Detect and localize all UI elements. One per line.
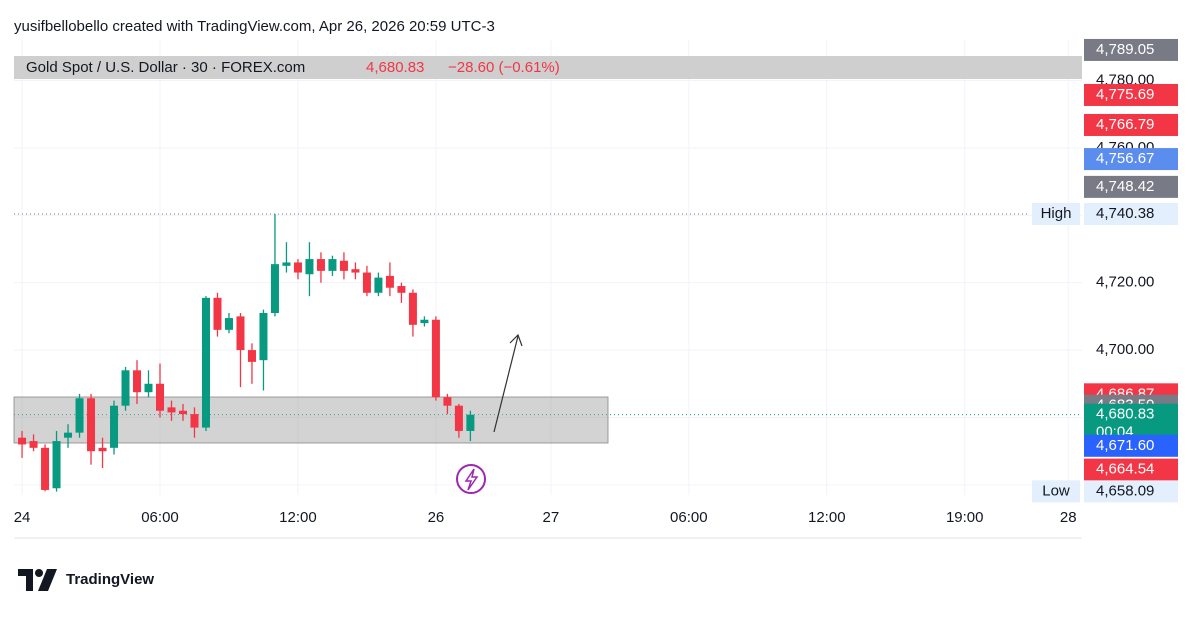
price-badge-label: 4,756.67 [1096, 150, 1154, 167]
price-badge-label: 4,748.42 [1096, 178, 1154, 195]
candle-body [259, 313, 268, 361]
price-badge-label: 4,680.83 [1096, 406, 1154, 423]
x-tick-label: 06:00 [670, 509, 708, 526]
price-badge [1084, 148, 1178, 171]
candle-body [397, 286, 406, 293]
price-badge [1084, 434, 1178, 457]
logo-dot [35, 569, 43, 577]
price-badge [1084, 38, 1178, 61]
candle-body [466, 414, 475, 431]
x-tick-label: 12:00 [279, 509, 317, 526]
tag-badge [1032, 480, 1080, 503]
y-tick-label: 4,720.00 [1096, 274, 1154, 291]
candle-body [236, 316, 245, 351]
x-tick-label: 26 [428, 509, 445, 526]
brand: TradingView [66, 571, 154, 588]
price-badge [1084, 175, 1178, 198]
candle-body [133, 370, 142, 393]
x-tick-label: 27 [543, 509, 560, 526]
tag-label: High [1041, 205, 1072, 222]
candle-body [110, 405, 119, 448]
candle-body [385, 275, 394, 288]
candle-body [351, 269, 360, 273]
candle-body [167, 407, 176, 413]
legend-bar [14, 56, 1082, 79]
candle-body [420, 319, 429, 324]
price-badge-label: 4,775.69 [1096, 86, 1154, 103]
candle-body [64, 432, 73, 438]
last-price: 4,680.83 [366, 59, 424, 76]
candle-body [305, 259, 314, 275]
credit: yusifbellobello created with TradingView… [14, 18, 495, 35]
y-tick-label: 4,700.00 [1096, 341, 1154, 358]
candle-body [362, 272, 371, 293]
price-change: −28.60 (−0.61%) [448, 59, 560, 76]
x-tick-label: 28 [1060, 509, 1077, 526]
candle-body [41, 447, 50, 490]
candle-body [293, 262, 302, 273]
price-badge-label: 4,658.09 [1096, 482, 1154, 499]
candle-body [328, 259, 337, 271]
candle-body [75, 398, 84, 433]
price-badge [1084, 83, 1178, 106]
price-badge [1084, 458, 1178, 481]
x-tick-label: 19:00 [946, 509, 984, 526]
tag-label: Low [1042, 482, 1070, 499]
event-bolt [464, 468, 479, 491]
zone [13, 396, 609, 444]
plot-area: 4,660.004,680.004,700.004,720.004,740.00… [14, 40, 1154, 526]
candles [18, 213, 475, 492]
candle-body [408, 292, 417, 325]
logo-slash [38, 569, 57, 591]
candle-body [201, 297, 210, 428]
candle-body [156, 383, 165, 411]
candle-body [144, 383, 153, 393]
price-badge-label: 4,671.60 [1096, 437, 1154, 454]
price-badge-label: 4,664.54 [1096, 461, 1154, 478]
x-tick-label: 24 [14, 509, 31, 526]
candle-body [339, 260, 348, 271]
price-badge [1084, 480, 1178, 503]
symbol-title: Gold Spot / U.S. Dollar · 30 · FOREX.com [26, 59, 305, 76]
candle-body [87, 398, 96, 452]
price-badge-label: 4,789.05 [1096, 41, 1154, 58]
candle-body [316, 259, 325, 271]
x-tick-label: 06:00 [141, 509, 179, 526]
candle-body [247, 350, 256, 362]
candle-body [224, 318, 233, 330]
candle-body [270, 264, 279, 313]
arrow-head [509, 333, 523, 347]
candle-body [431, 319, 440, 398]
candle-body [374, 277, 383, 293]
candle-body [282, 262, 291, 266]
price-badge-label: 4,766.79 [1096, 116, 1154, 133]
candle-body [190, 414, 199, 428]
event-icon[interactable] [456, 464, 486, 494]
candle-body [52, 441, 61, 489]
price-badge [1084, 202, 1178, 225]
tag-badge [1032, 202, 1080, 225]
candle-body [443, 397, 452, 406]
arrow [493, 335, 519, 433]
price-badge [1084, 113, 1178, 136]
candle-body [454, 405, 463, 431]
candle-body [178, 410, 187, 415]
candle-body [98, 447, 107, 452]
logo-mark [18, 569, 33, 591]
candle-body [213, 297, 222, 330]
price-badge-label: 4,740.38 [1096, 205, 1154, 222]
logo [18, 569, 57, 591]
x-tick-label: 12:00 [808, 509, 846, 526]
candle-body [121, 370, 130, 406]
candle-body [29, 441, 38, 448]
candle-body [18, 437, 27, 445]
